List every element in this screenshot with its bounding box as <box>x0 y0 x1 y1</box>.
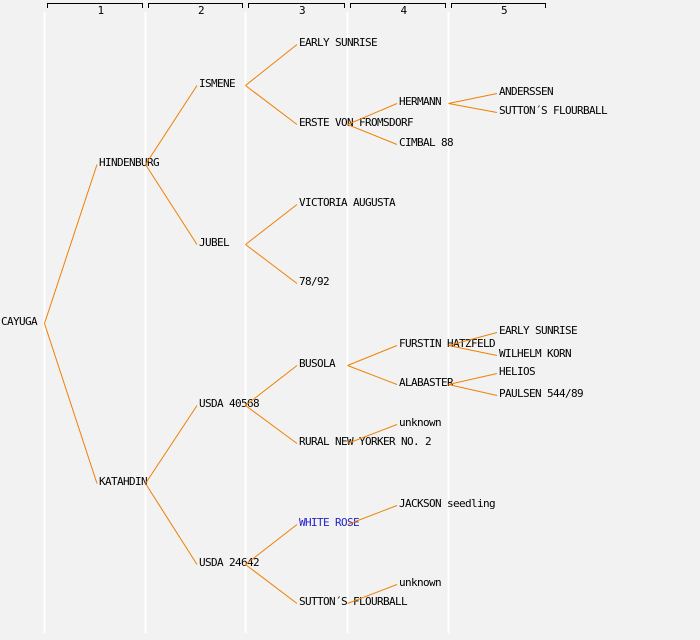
node-anderssen[interactable]: ANDERSSEN <box>499 85 554 98</box>
generation-number: 4 <box>400 4 407 17</box>
node-cimbal-88[interactable]: CIMBAL 88 <box>399 136 454 149</box>
node-unknown-2[interactable]: unknown <box>399 576 442 589</box>
generation-number: 1 <box>97 4 104 17</box>
node-hindenburg[interactable]: HINDENBURG <box>99 156 160 169</box>
node-hermann[interactable]: HERMANN <box>399 95 442 108</box>
node-78-92[interactable]: 78/92 <box>299 275 330 288</box>
node-busola[interactable]: BUSOLA <box>299 357 336 370</box>
node-early-sunrise-2[interactable]: EARLY SUNRISE <box>499 324 578 337</box>
node-erste-von-fromsdorf[interactable]: ERSTE VON FROMSDORF <box>299 116 414 129</box>
node-rural-new-yorker-no-2[interactable]: RURAL NEW YORKER NO. 2 <box>299 435 432 448</box>
node-white-rose[interactable]: WHITE ROSE <box>299 516 360 529</box>
generation-number: 5 <box>500 4 508 17</box>
node-katahdin[interactable]: KATAHDIN <box>99 475 148 488</box>
node-suttons-flourball-2[interactable]: SUTTON´S FLOURBALL <box>299 595 408 608</box>
node-jubel[interactable]: JUBEL <box>199 236 230 249</box>
node-usda-24642[interactable]: USDA 24642 <box>199 556 260 569</box>
node-furstin-hatzfeld[interactable]: FURSTIN HATZFELD <box>399 337 496 350</box>
node-paulsen-544-89[interactable]: PAULSEN 544/89 <box>499 387 584 400</box>
node-early-sunrise-1[interactable]: EARLY SUNRISE <box>299 36 378 49</box>
node-unknown-1[interactable]: unknown <box>399 416 442 429</box>
node-ismene[interactable]: ISMENE <box>199 77 236 90</box>
generation-number: 2 <box>197 4 205 17</box>
generation-number: 3 <box>298 4 306 17</box>
node-jackson-seedling[interactable]: JACKSON seedling <box>399 497 496 510</box>
node-usda-40568[interactable]: USDA 40568 <box>199 397 260 410</box>
node-victoria-augusta[interactable]: VICTORIA AUGUSTA <box>299 196 396 209</box>
node-alabaster[interactable]: ALABASTER <box>399 376 454 389</box>
node-helios[interactable]: HELIOS <box>499 365 536 378</box>
node-cayuga[interactable]: CAYUGA <box>1 315 38 328</box>
node-wilhelm-korn[interactable]: WILHELM KORN <box>499 347 572 360</box>
node-suttons-flourball-1[interactable]: SUTTON´S FLOURBALL <box>499 104 608 117</box>
